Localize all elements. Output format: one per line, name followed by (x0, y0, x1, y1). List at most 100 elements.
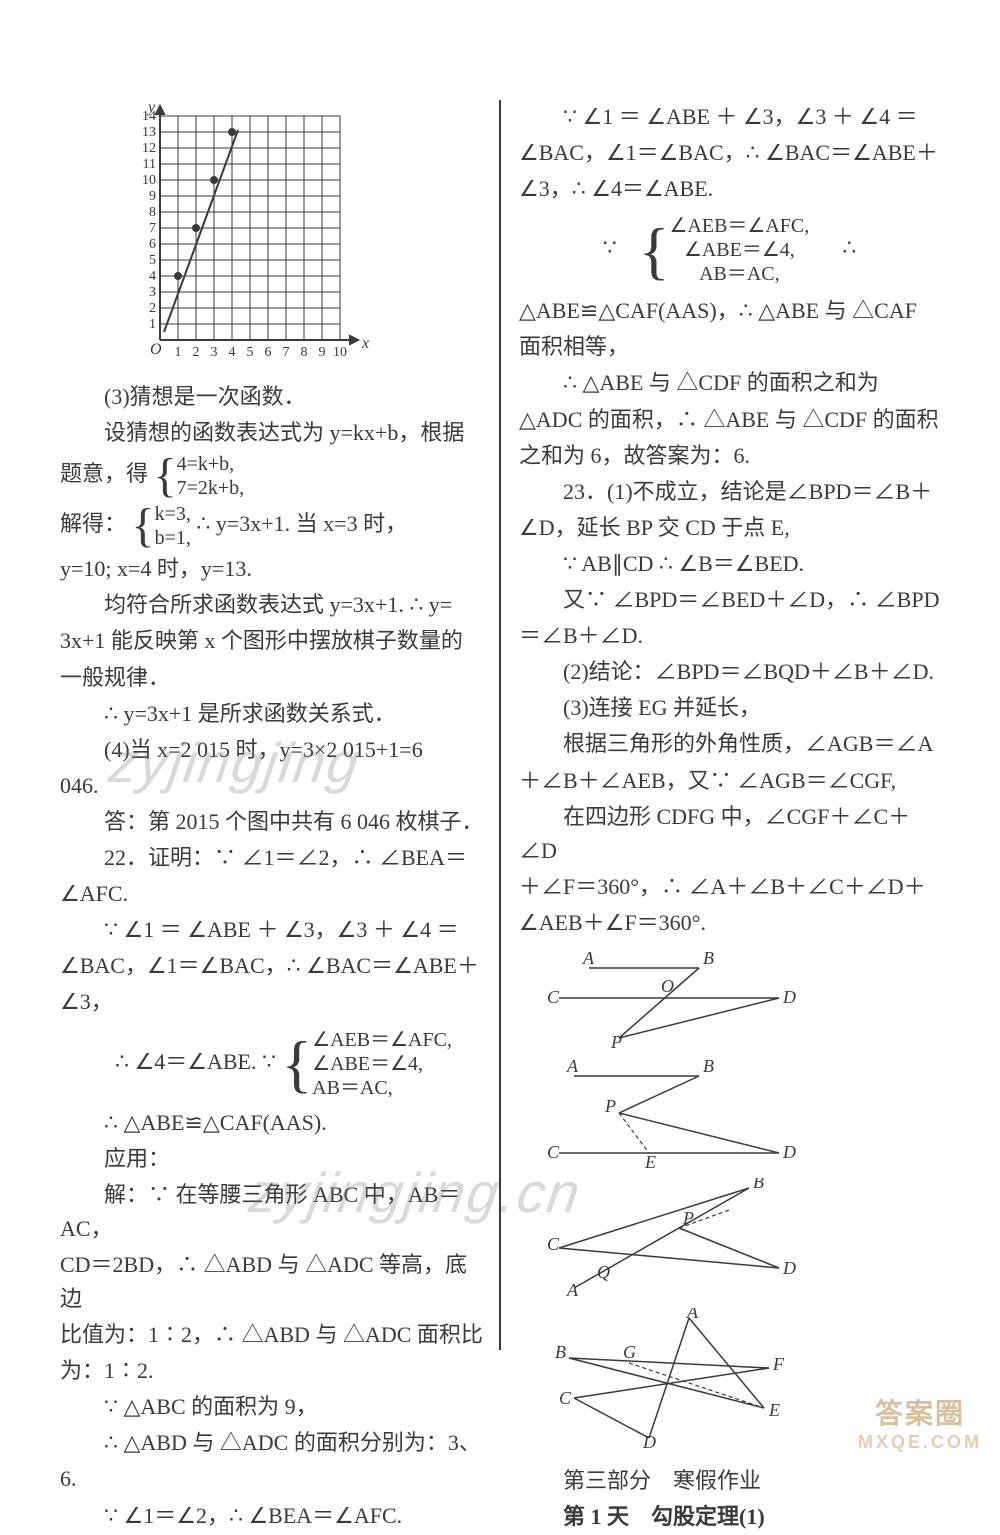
text-line: 比值为：1∶2，∴ △ABD 与 △ADC 面积比 (60, 1318, 487, 1352)
svg-text:1: 1 (175, 345, 182, 360)
diagram-3: A B C D P Q (519, 1178, 819, 1298)
diagram-1: A B C D O P (519, 948, 819, 1048)
svg-text:10: 10 (142, 173, 156, 188)
sys2-line1: k=3, (155, 502, 191, 526)
text-prefix: 解得： (60, 511, 126, 536)
text-line: 应用： (60, 1142, 487, 1176)
sys4-line3: AB＝AC, (669, 262, 809, 286)
svg-text:8: 8 (301, 345, 308, 360)
text-line: △ADC 的面积，∴ △ABE 与 △CDF 的面积 (519, 403, 940, 437)
equation-system-1: 题意，得 { 4=k+b, 7=2k+b, (60, 452, 487, 500)
text-line: (2)结论：∠BPD＝∠BQD＋∠B＋∠D. (519, 655, 940, 689)
svg-text:2: 2 (149, 301, 156, 316)
text-prefix: ∴ ∠4＝∠ABE. ∵ (115, 1049, 276, 1074)
text-prefix: ∵ (603, 235, 617, 260)
badge-bottom: MXQE.COM (858, 1432, 982, 1453)
label-P: P (682, 1208, 694, 1228)
svg-text:3: 3 (211, 345, 218, 360)
text-line: ∵ AB∥CD ∴ ∠B＝∠BED. (519, 547, 940, 581)
label-A: A (686, 1308, 699, 1322)
label-O: O (661, 976, 674, 996)
label-P: P (604, 1096, 616, 1116)
x-axis-label: x (361, 335, 369, 352)
svg-text:12: 12 (142, 141, 156, 156)
text-prefix: 题意，得 (60, 461, 148, 486)
svg-text:6: 6 (149, 237, 156, 252)
label-C: C (547, 1234, 560, 1254)
label-Q: Q (597, 1262, 610, 1282)
text-line: ∠BAC，∠1＝∠BAC，∴ ∠BAC＝∠ABE＋ (519, 136, 940, 170)
section-day: 第 1 天 勾股定理(1) (519, 1500, 940, 1534)
label-D: D (782, 1258, 796, 1278)
label-B: B (555, 1342, 566, 1362)
sys4-line1: ∠AEB＝∠AFC, (669, 214, 809, 238)
label-E: E (644, 1152, 656, 1168)
label-B: B (703, 948, 714, 968)
sys4-line2: ∠ABE＝∠4, (669, 238, 809, 262)
text-line: 在四边形 CDFG 中，∠CGF＋∠C＋∠D (519, 800, 940, 868)
text-line: ∵ △ABC 的面积为 9， (60, 1390, 487, 1424)
label-B: B (703, 1058, 714, 1076)
svg-text:6: 6 (265, 345, 272, 360)
right-column: ∵ ∠1 ＝ ∠ABE ＋ ∠3，∠3 ＋ ∠4 ＝ ∠BAC，∠1＝∠BAC，… (501, 100, 940, 1431)
text-line: CD＝2BD，∴ △ABD 与 △ADC 等高，底边 (60, 1248, 487, 1316)
text-line: 23．(1)不成立，结论是∠BPD＝∠B＋ (519, 475, 940, 509)
diagram-4: A B C D E F G (519, 1308, 819, 1448)
text-line: 22．证明：∵ ∠1＝∠2，∴ ∠BEA＝ (60, 841, 487, 875)
text-suffix: ∴ y=3x+1. 当 x=3 时， (196, 511, 407, 536)
label-D: D (782, 987, 796, 1007)
label-A: A (566, 1280, 579, 1298)
text-line: ∠3， (60, 985, 487, 1019)
label-F: F (772, 1354, 785, 1374)
label-D: D (642, 1432, 656, 1448)
text-line: ∠3，∴ ∠4＝∠ABE. (519, 172, 940, 206)
sys1-line1: 4=k+b, (177, 452, 245, 476)
text-line: 为：1∶2. (60, 1354, 487, 1388)
badge-top: 答案圈 (858, 1392, 982, 1432)
text-line: (3)猜想是一次函数． (60, 380, 487, 414)
svg-text:2: 2 (193, 345, 200, 360)
text-line: ∴ y=3x+1 是所求函数关系式． (60, 697, 487, 731)
label-A: A (582, 948, 595, 968)
diagram-2: A B C D E P (519, 1058, 819, 1168)
text-line: ∵ ∠1＝∠2，∴ ∠BEA＝∠AFC. (60, 1499, 487, 1533)
text-line: 根据三角形的外角性质，∠AGB＝∠A (519, 727, 940, 761)
svg-text:5: 5 (247, 345, 254, 360)
text-line: △ABE≌△CAF(AAS)，∴ △ABE 与 △CAF (519, 294, 940, 328)
text-suffix: ∴ (842, 235, 856, 260)
text-line: 答：第 2015 个图中共有 6 046 枚棋子． (60, 805, 487, 839)
text-line: ∠D，延长 BP 交 CD 于点 E, (519, 511, 940, 545)
text-line: y=10; x=4 时，y=13. (60, 552, 487, 586)
sys3-line3: AB＝AC, (312, 1076, 452, 1100)
text-line: ＋∠B＋∠AEB，又∵ ∠AGB＝∠CGF, (519, 764, 940, 798)
text-line: 设猜想的函数表达式为 y=kx+b，根据 (60, 416, 487, 450)
svg-text:9: 9 (149, 189, 156, 204)
label-C: C (559, 1388, 572, 1408)
svg-text:13: 13 (142, 125, 156, 140)
text-line: 面积相等， (519, 330, 940, 364)
text-line: 又∵ ∠BPD＝∠BED＋∠D，∴ ∠BPD (519, 583, 940, 617)
svg-text:3: 3 (149, 285, 156, 300)
label-G: G (623, 1342, 636, 1362)
text-line: ＋∠F＝360°，∴ ∠A＋∠B＋∠C＋∠D＋ (519, 870, 940, 904)
text-line: (4)当 x=2 015 时，y=3×2 015+1=6 (60, 733, 487, 767)
svg-text:14: 14 (142, 109, 156, 124)
label-C: C (547, 1142, 560, 1162)
text-line: 6. (60, 1462, 487, 1496)
text-line: ∠AEB＋∠F＝360°. (519, 906, 940, 940)
sys3-line1: ∠AEB＝∠AFC, (312, 1028, 452, 1052)
svg-text:11: 11 (143, 157, 156, 172)
corner-badge: 答案圈 MXQE.COM (858, 1392, 982, 1453)
svg-text:1: 1 (149, 317, 156, 332)
text-line: ∴ △ABE≌△CAF(AAS). (60, 1106, 487, 1140)
svg-text:5: 5 (149, 253, 156, 268)
text-line: 之和为 6，故答案为：6. (519, 439, 940, 473)
label-E: E (768, 1400, 780, 1420)
svg-text:8: 8 (149, 205, 156, 220)
chart-svg: O x y 123 456 789 10 123 456 (120, 100, 380, 360)
page-root: O x y 123 456 789 10 123 456 (0, 0, 1000, 1471)
label-C: C (547, 987, 560, 1007)
text-line: 解：∵ 在等腰三角形 ABC 中，AB＝AC， (60, 1178, 487, 1246)
svg-text:7: 7 (149, 221, 156, 236)
geometry-diagrams: A B C D O P (519, 948, 940, 1458)
